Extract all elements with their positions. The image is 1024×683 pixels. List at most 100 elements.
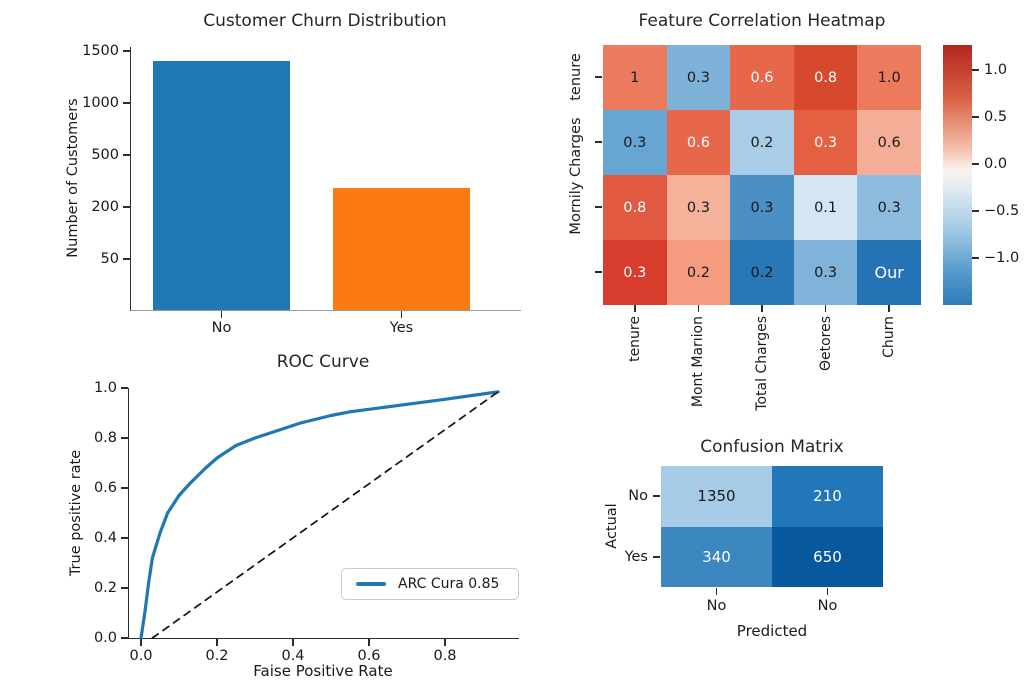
heatmap-colorbar	[943, 45, 972, 305]
colorbar-tick-label: 1.0	[984, 62, 1008, 78]
roc-plot-area: ARC Cura 0.85 0.0 0.2 0.4 0.6 0.8 1.0 0.0 0.2 0.…	[94, 381, 519, 663]
roc-lines	[139, 390, 500, 640]
confusion-row-label: No	[628, 488, 648, 505]
heatmap-title: Feature Correlation Heatmap	[638, 11, 886, 31]
roc-legend-label: ARC Cura 0.85	[398, 576, 500, 592]
colorbar-tick-mark	[972, 69, 979, 71]
confusion-row-tick-mark	[653, 495, 660, 498]
bar-no	[153, 60, 290, 310]
roc-x-tick-mark	[368, 639, 370, 646]
heatmap-cell: 0.3	[793, 240, 858, 305]
roc-x-tick-label: 0.8	[433, 648, 457, 664]
bar-y-tick-mark	[123, 206, 130, 208]
colorbar-tick-label: 0.5	[984, 109, 1008, 125]
bar-y-tick-label: 1500	[82, 43, 119, 59]
roc-y-tick-label: 0.4	[93, 530, 117, 546]
roc-x-tick-mark	[216, 639, 218, 646]
confusion-grid: 1350 210 340 650	[661, 466, 883, 587]
bar-chart-y-axis-label: Number of Customers	[65, 98, 81, 258]
heatmap-col-tick-mark	[697, 305, 700, 312]
roc-legend: ARC Cura 0.85	[341, 568, 519, 600]
heatmap-grid: 1 0.3 0.6 0.8 1.0 0.3 0.6 0.2 0.3 0.6 0.8 0.3 0.3 0.1…	[603, 45, 921, 305]
heatmap-col-label: tenure	[626, 316, 643, 362]
roc-title: ROC Curve	[276, 352, 370, 372]
confusion-row-label: Yes	[624, 548, 648, 565]
bar-y-tick-mark	[123, 102, 130, 104]
roc-y-tick-mark	[121, 587, 128, 589]
confusion-cell: 210	[772, 466, 883, 527]
heatmap-col-tick-mark	[761, 305, 763, 312]
bar-y-tick-label: 500	[91, 147, 119, 163]
heatmap-col-tick-mark	[634, 305, 636, 312]
bar-x-tick-label: Yes	[389, 320, 414, 336]
bar-y-tick-label: 1000	[82, 95, 119, 111]
roc-y-tick-mark	[121, 387, 128, 389]
bar-y-tick-label: 50	[100, 251, 119, 267]
bar-chart-plot-area: 1500 1000 500 200 50 No Yes	[82, 44, 521, 335]
confusion-col-tick-mark	[826, 588, 829, 595]
roc-y-axis-label: True positive rate	[68, 449, 84, 577]
heatmap-row-label-monthly-charges: Mornily Charges	[568, 117, 584, 235]
heatmap-cell: 0.3	[666, 175, 731, 240]
heatmap-col-label: Θetores	[817, 316, 834, 372]
colorbar-tick-label: −1.0	[984, 250, 1020, 266]
bar-chart-title: Customer Churn Distribution	[203, 11, 447, 31]
colorbar-tick-mark	[972, 163, 979, 165]
confusion-cell: 650	[772, 526, 883, 587]
heatmap-cell: Our	[857, 240, 921, 305]
roc-y-tick-mark	[121, 487, 128, 489]
bar-y-tick-mark	[123, 258, 130, 260]
heatmap-cell: 1	[603, 45, 667, 110]
heatmap-col-tick-mark	[888, 305, 890, 312]
chance-diagonal	[151, 390, 500, 639]
heatmap-cell: 0.1	[793, 175, 858, 240]
roc-x-tick-label: 0.6	[357, 648, 381, 664]
bar-x-tick-label: No	[211, 320, 232, 336]
heatmap-cell: 0.8	[793, 45, 858, 110]
heatmap-cell: 0.3	[730, 175, 794, 240]
bar-x-tick-mark	[400, 311, 403, 318]
heatmap-col-tick-mark	[824, 305, 827, 312]
heatmap-cell: 1.0	[857, 45, 921, 110]
colorbar-tick-mark	[972, 116, 979, 118]
heatmap-cell: 0.3	[793, 110, 858, 175]
heatmap-cell: 0.6	[857, 110, 921, 175]
heatmap-row-label-tenure: tenure	[568, 53, 584, 101]
heatmap-col-label: Mont Marıion	[690, 316, 707, 408]
heatmap-cell: 0.6	[730, 45, 794, 110]
confusion-col-tick-mark	[715, 588, 718, 595]
heatmap-cell: 0.8	[603, 175, 667, 240]
heatmap-col-label: Total Charges	[754, 316, 770, 411]
confusion-row-tick-mark	[653, 555, 660, 558]
roc-y-tick-label: 0.6	[93, 480, 117, 496]
heatmap-cell: 0.6	[666, 110, 731, 175]
heatmap-row-tick-mark	[595, 76, 602, 78]
confusion-col-label: No	[817, 598, 838, 614]
roc-x-tick-mark	[140, 639, 142, 646]
heatmap-cell: 0.3	[666, 45, 731, 110]
heatmap-cell: 0.3	[603, 110, 667, 175]
bar-x-tick-mark	[220, 311, 223, 318]
colorbar-tick-mark	[972, 210, 979, 212]
bar-y-tick-mark	[123, 154, 130, 156]
roc-curve	[139, 390, 500, 640]
roc-x-tick-label: 0.4	[281, 648, 305, 664]
confusion-cell: 1350	[661, 466, 772, 527]
heatmap-col-label: Churn	[881, 316, 898, 358]
roc-x-tick-mark	[444, 639, 446, 646]
confusion-title: Confusion Matrix	[700, 437, 844, 457]
roc-y-tick-mark	[121, 637, 128, 639]
heatmap-cell: 0.3	[603, 240, 667, 305]
roc-y-tick-label: 0.2	[93, 580, 117, 596]
confusion-x-axis-label: Predicted	[736, 622, 808, 640]
bar-yes	[333, 187, 470, 310]
confusion-y-axis-label: Actual	[604, 503, 620, 549]
roc-x-tick-mark	[292, 639, 294, 646]
roc-y-tick-label: 1.0	[93, 380, 117, 396]
heatmap-cell: 0.3	[857, 175, 921, 240]
bar-y-tick-mark	[123, 50, 130, 52]
roc-y-tick-label: 0.8	[93, 430, 117, 446]
confusion-col-label: No	[706, 598, 727, 614]
heatmap-cell: 0.2	[730, 240, 794, 305]
roc-x-tick-label: 0.2	[205, 648, 229, 664]
